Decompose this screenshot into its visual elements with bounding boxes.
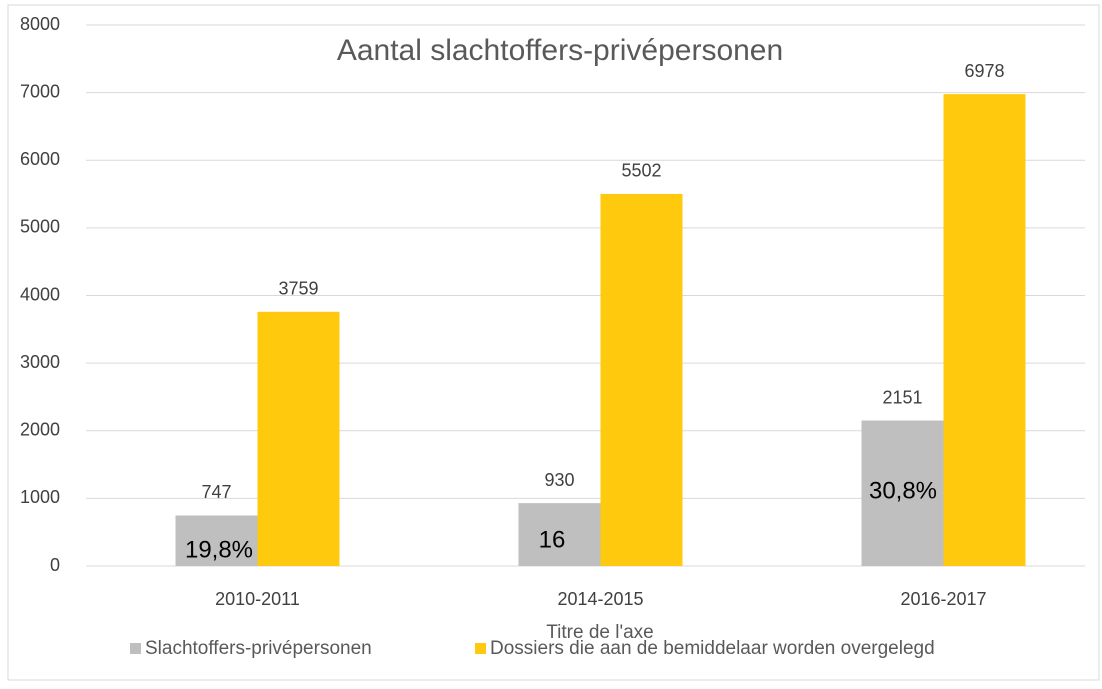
- y-tick-label: 8000: [20, 14, 60, 34]
- value-label: 747: [201, 482, 231, 502]
- legend-swatch: [475, 643, 486, 654]
- annotation: 19,8%: [185, 536, 253, 563]
- legend-swatch: [130, 643, 141, 654]
- bar: [861, 420, 944, 566]
- bar: [943, 94, 1026, 567]
- legend-label: Dossiers die aan de bemiddelaar worden o…: [490, 638, 935, 659]
- value-label: 2151: [882, 387, 922, 407]
- y-tick-label: 4000: [20, 284, 60, 304]
- bar: [600, 193, 683, 566]
- x-tick-label: 2010-2011: [215, 589, 300, 609]
- bar: [175, 515, 258, 566]
- y-tick-label: 0: [50, 555, 60, 575]
- y-tick-label: 1000: [20, 487, 60, 507]
- annotation: 16: [539, 526, 566, 553]
- bar: [518, 503, 601, 566]
- y-tick-label: 2000: [20, 420, 60, 440]
- value-label: 6978: [964, 61, 1004, 81]
- y-tick-label: 3000: [20, 352, 60, 372]
- y-tick-label: 6000: [20, 149, 60, 169]
- x-axis-title: Titre de l'axe: [546, 622, 653, 643]
- chart-frame: [7, 4, 1100, 681]
- chart-title: Aantal slachtoffers-privépersonen: [337, 34, 783, 67]
- x-tick-label: 2016-2017: [900, 589, 986, 609]
- bar: [257, 311, 340, 566]
- value-label: 3759: [278, 279, 318, 299]
- annotation: 30,8%: [869, 477, 937, 504]
- x-tick-label: 2014-2015: [557, 589, 643, 609]
- y-tick-label: 5000: [20, 217, 60, 237]
- value-label: 5502: [621, 161, 661, 181]
- legend-label: Slachtoffers-privépersonen: [145, 638, 372, 659]
- value-label: 930: [544, 470, 574, 490]
- y-tick-label: 7000: [20, 81, 60, 101]
